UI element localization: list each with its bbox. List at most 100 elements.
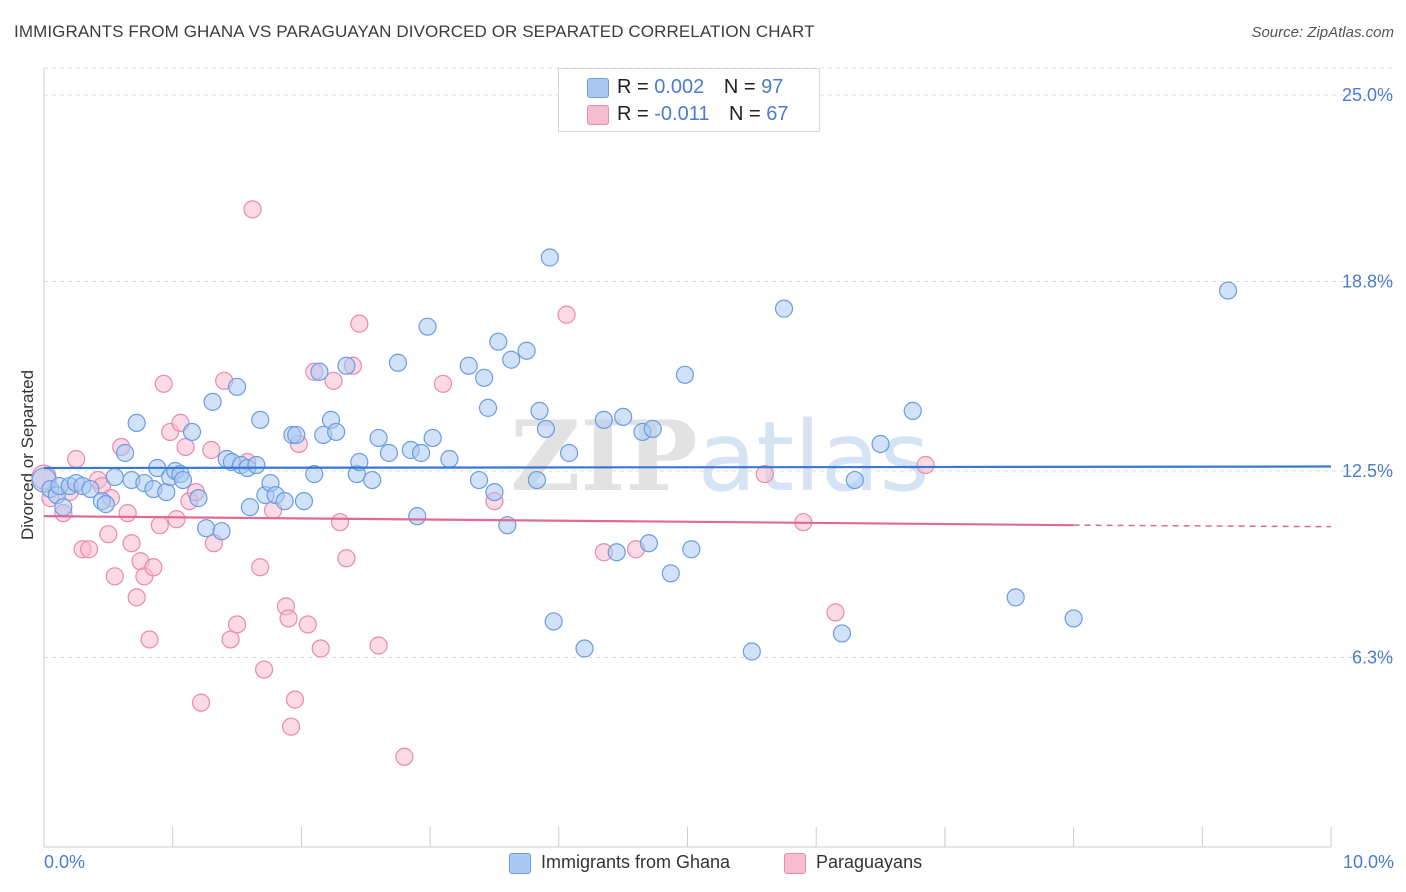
ghana-point [530,401,549,420]
ghana-point [310,362,329,381]
ghana-point [251,410,270,430]
paraguayans-legend-swatch [784,853,806,874]
ghana-point [96,495,115,514]
ghana-point [559,443,579,463]
paraguayan-point [176,437,195,457]
ghana-point [845,470,864,490]
r-value: -0.011 [654,103,710,125]
y-tick-label: 18.8% [1342,272,1393,292]
ghana-point [478,398,498,417]
n-value: 67 [766,103,789,125]
ghana-point [350,452,369,472]
ghana-point [614,407,633,426]
ghana-trend-line [43,465,1332,470]
paraguayan-point [279,609,298,628]
paraguayan-point [118,504,137,523]
ghana-point [203,392,222,411]
paraguayan-point [298,615,317,634]
ghana-point [475,368,494,387]
paraguayan-point [191,693,211,712]
ghana-point [54,498,73,517]
paraguayan-point [337,549,356,568]
n-value: 97 [761,76,784,98]
paraguayan-point [67,449,86,469]
ghana-point [227,377,247,396]
ghana-point [408,507,427,526]
paraguayan-point [221,630,240,649]
paraguayan-point [395,747,414,766]
ghana-point [81,479,100,499]
ghana-point [459,356,478,375]
paraguayan-point [350,314,369,333]
source-label: Source: ZipAtlas.com [1251,24,1394,41]
ghana-point [540,248,559,267]
paraguayan-point [557,305,576,324]
ghana-point [418,317,437,336]
ghana-point [275,492,294,511]
ghana-point [639,534,658,553]
ghana-point [379,443,399,463]
paraguayan-point [369,636,388,655]
paraguayan-point [285,690,305,709]
n-label: N = [723,76,762,98]
ghana-point [536,419,556,439]
paraguayan-point [330,513,350,532]
paraguayan-point [99,525,118,544]
paraguayan-point [202,440,221,460]
ghana-point [607,543,626,562]
ghana-point [157,482,176,502]
paraguayan-point [150,516,169,535]
paraguayan-point [916,455,935,475]
paraguayan-point [140,630,159,649]
ghana-point [212,522,231,541]
correlation-legend: R = 0.002 N = 97 R = -0.011 N = 67 [558,68,820,132]
y-tick-label: 12.5% [1342,461,1393,481]
ghana-point [327,422,346,442]
n-label: N = [729,103,767,125]
paraguayan-trend-extension [1073,524,1332,528]
ghana-point [1218,281,1238,300]
ghana-point [575,639,594,658]
ghana-point [871,434,890,454]
r-value: 0.002 [654,76,705,98]
paraguayan-point [826,603,845,622]
paraguayans-legend-label: Paraguayans [816,852,923,872]
paraguayan-point [324,371,343,390]
paraguayan-point [122,534,141,553]
ghana-point [742,642,761,661]
ghana-point [517,341,536,360]
ghana-point [369,428,388,448]
ghana-legend-label: Immigrants from Ghana [541,852,731,872]
ghana-point [440,449,459,469]
ghana-point [287,425,306,445]
chart-title: IMMIGRANTS FROM GHANA VS PARAGUAYAN DIVO… [14,22,815,41]
ghana-point [594,410,613,430]
paraguayan-point [227,615,247,634]
ghana-point [173,470,193,490]
ghana-point [774,299,794,318]
y-tick-label: 25.0% [1342,85,1393,105]
paraguayan-point [167,510,186,529]
paraguayan-point [243,200,262,219]
x-tick-min: 0.0% [44,852,86,872]
ghana-point [105,467,124,487]
ghana-point [337,356,356,375]
paraguayan-point [282,717,301,736]
ghana-point [423,428,442,448]
paraguayan-point [79,540,99,559]
ghana-point [115,443,135,463]
paraguayan-point [105,567,124,586]
ghana-point [485,482,504,502]
paraguayan-point [433,374,453,393]
paraguayans-swatch [587,105,609,125]
ghana-point [1064,609,1083,628]
ghana-point [527,470,547,490]
ghana-point [127,413,146,433]
ghana-point [411,443,431,463]
ghana-point [247,455,266,475]
ghana-point [1006,588,1025,607]
x-tick-max: 10.0% [1342,852,1394,872]
y-tick-label: 6.3% [1352,648,1393,668]
paraguayan-point [311,639,330,658]
